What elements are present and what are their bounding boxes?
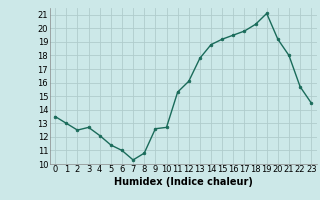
X-axis label: Humidex (Indice chaleur): Humidex (Indice chaleur)	[114, 177, 252, 187]
